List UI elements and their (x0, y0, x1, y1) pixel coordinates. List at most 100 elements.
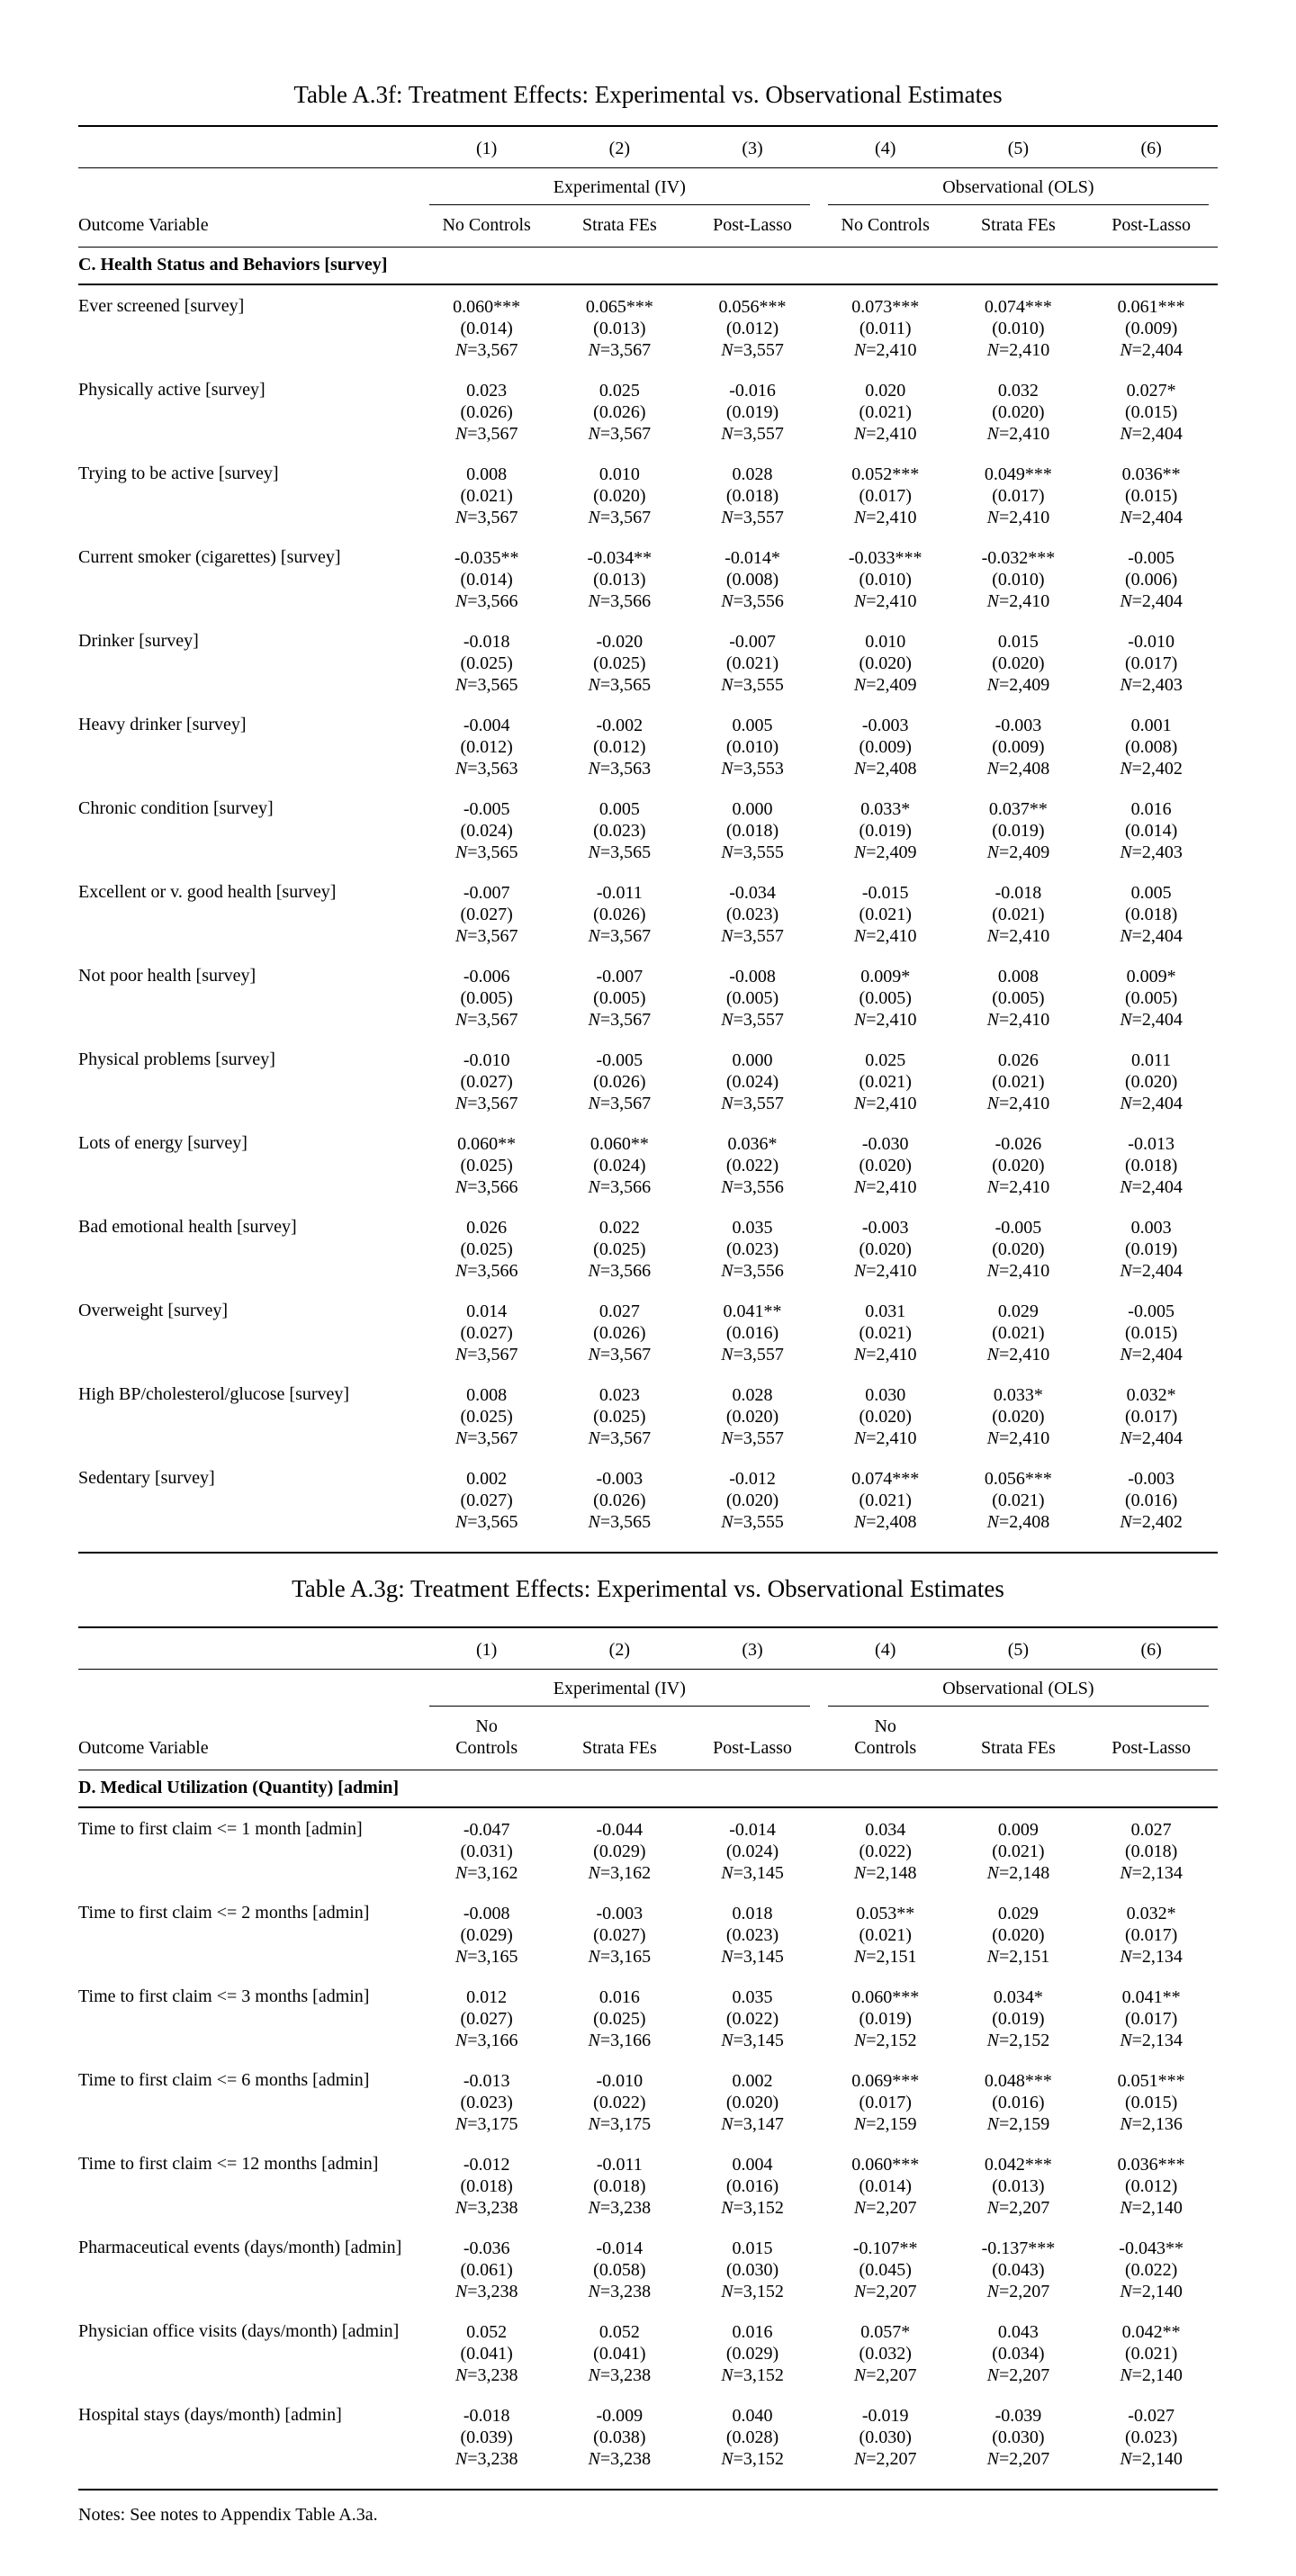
std-error: (0.025) (593, 1239, 646, 1260)
estimate-cell: 0.040 (0.028) N=3,152 (686, 2405, 819, 2490)
std-error: (0.024) (460, 821, 513, 842)
estimate-cell: 0.033* (0.019) N=2,409 (819, 798, 952, 882)
outcome-row: Physical problems [survey] -0.010 (0.027) N… (78, 1049, 1218, 1133)
std-error: (0.020) (992, 1407, 1045, 1428)
sample-size: N=3,566 (588, 591, 652, 612)
estimate-cell: 0.051*** (0.015) N=2,136 (1084, 2070, 1218, 2154)
estimate-cell: -0.003 (0.009) N=2,408 (819, 715, 952, 798)
std-error: (0.019) (1124, 1239, 1178, 1260)
sample-size: N=2,410 (853, 1094, 917, 1114)
coefficient: 0.042*** (984, 2155, 1052, 2175)
sample-size: N=2,403 (1120, 675, 1183, 696)
sample-size: N=2,410 (853, 508, 917, 528)
coefficient: -0.007 (463, 883, 510, 904)
sample-size: N=2,408 (853, 1512, 917, 1533)
estimate-cell: -0.007 (0.005) N=3,567 (554, 966, 687, 1049)
sample-size: N=2,404 (1120, 508, 1183, 528)
outcome-label: Drinker [survey] (78, 631, 199, 652)
sample-size: N=2,410 (986, 926, 1050, 947)
estimate-cell: 0.010 (0.020) N=3,567 (554, 464, 687, 547)
sample-size: N=3,565 (454, 842, 518, 863)
outcome-label: Current smoker (cigarettes) [survey] (78, 547, 341, 568)
estimate-cell: -0.020 (0.025) N=3,565 (554, 631, 687, 715)
coefficient: 0.048*** (984, 2071, 1052, 2092)
std-error: (0.045) (859, 2260, 912, 2281)
std-error: (0.016) (992, 2093, 1045, 2113)
std-error: (0.020) (593, 486, 646, 507)
sample-size: N=2,402 (1120, 759, 1183, 779)
column-number: (2) (553, 126, 687, 169)
estimate-cell: 0.069*** (0.017) N=2,159 (819, 2070, 952, 2154)
std-error: (0.010) (725, 737, 779, 758)
estimate-cell: 0.048*** (0.016) N=2,159 (952, 2070, 1085, 2154)
coefficient: -0.005 (463, 799, 510, 820)
sample-size: N=2,410 (853, 1010, 917, 1031)
estimate-cell: 0.025 (0.026) N=3,567 (554, 380, 687, 464)
estimate-cell: 0.049*** (0.017) N=2,410 (952, 464, 1085, 547)
outcome-label: High BP/cholesterol/glucose [survey] (78, 1384, 350, 1405)
std-error: (0.020) (992, 1156, 1045, 1176)
sample-size: N=3,553 (721, 759, 784, 779)
std-error: (0.005) (859, 988, 912, 1009)
std-error: (0.021) (859, 905, 912, 925)
estimate-cell: 0.002 (0.027) N=3,565 (420, 1468, 554, 1553)
sample-size: N=2,409 (986, 842, 1050, 863)
estimate-cell: 0.042** (0.021) N=2,140 (1084, 2321, 1218, 2405)
coefficient: 0.053** (856, 1904, 915, 1924)
coefficient: 0.073*** (851, 297, 920, 318)
sample-size: N=3,567 (588, 1345, 652, 1365)
sample-size: N=3,162 (588, 1863, 652, 1884)
estimate-cell: -0.016 (0.019) N=3,557 (686, 380, 819, 464)
std-error: (0.030) (859, 2427, 912, 2448)
coefficient: -0.010 (463, 1050, 510, 1071)
coefficient: 0.036** (1121, 464, 1181, 485)
sample-size: N=2,404 (1120, 340, 1183, 361)
sample-size: N=3,567 (454, 1094, 518, 1114)
std-error: (0.026) (593, 1491, 646, 1511)
document-sheet: Table A.3f: Treatment Effects: Experimen… (78, 0, 1218, 2526)
estimate-cell: 0.029 (0.020) N=2,151 (952, 1903, 1085, 1986)
sample-size: N=2,148 (853, 1863, 917, 1884)
sample-size: N=3,175 (588, 2114, 652, 2135)
column-number: (6) (1084, 1627, 1218, 1671)
outcome-label: Physician office visits (days/month) [ad… (78, 2321, 400, 2342)
coefficient: 0.032* (1126, 1904, 1176, 1924)
coefficient: 0.010 (598, 464, 640, 485)
sample-size: N=2,402 (1120, 1512, 1183, 1533)
std-error: (0.020) (859, 1239, 912, 1260)
sample-size: N=3,567 (454, 424, 518, 445)
estimate-cell: -0.015 (0.021) N=2,410 (819, 882, 952, 966)
section-header-row: D. Medical Utilization (Quantity) [admin… (78, 1770, 1218, 1809)
outcome-row: Time to first claim <= 12 months [admin]… (78, 2154, 1218, 2238)
coefficient: -0.026 (994, 1134, 1042, 1155)
estimate-cell: 0.009* (0.005) N=2,410 (819, 966, 952, 1049)
coefficient: -0.010 (596, 2071, 644, 2092)
std-error: (0.019) (992, 821, 1045, 842)
coefficient: 0.042** (1121, 2322, 1181, 2343)
estimate-cell: -0.047 (0.031) N=3,162 (420, 1807, 554, 1903)
sample-size: N=3,166 (454, 2031, 518, 2051)
outcome-label: Chronic condition [survey] (78, 798, 274, 819)
sample-size: N=3,557 (721, 508, 784, 528)
sample-size: N=3,563 (588, 759, 652, 779)
outcome-row: Time to first claim <= 6 months [admin] -… (78, 2070, 1218, 2154)
coefficient: 0.074*** (851, 1469, 920, 1490)
group-header-experimental-iv: Experimental (IV) (428, 177, 810, 206)
coefficient: 0.016 (598, 1987, 640, 2008)
group-header-row: Experimental (IV) Observational (OLS) (78, 1670, 1218, 1707)
std-error: (0.018) (725, 821, 779, 842)
estimate-cell: -0.014* (0.008) N=3,556 (686, 547, 819, 631)
std-error: (0.021) (460, 486, 513, 507)
group-cell: Observational (OLS) (819, 168, 1218, 206)
std-error: (0.019) (859, 821, 912, 842)
outcome-row: Overweight [survey] 0.014 (0.027) N=3,567 0.… (78, 1301, 1218, 1384)
column-subheader: Strata FEs (553, 205, 687, 248)
std-error: (0.025) (460, 1407, 513, 1428)
column-subheader: No Controls (818, 205, 952, 248)
estimate-cell: 0.018 (0.023) N=3,145 (686, 1903, 819, 1986)
column-number-row: (1) (2) (3) (4) (5) (6) (78, 1627, 1218, 1671)
sample-size: N=3,557 (721, 1094, 784, 1114)
sample-size: N=2,134 (1120, 1947, 1183, 1968)
column-subheader: Strata FEs (553, 1707, 687, 1771)
estimate-cell: 0.015 (0.020) N=2,409 (952, 631, 1085, 715)
